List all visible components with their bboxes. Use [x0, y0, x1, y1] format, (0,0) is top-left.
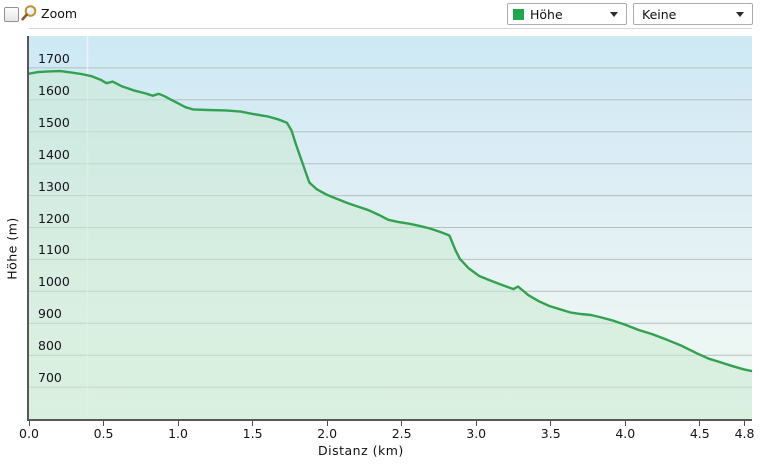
x-axis-tick — [744, 421, 746, 426]
x-axis-tick — [177, 421, 179, 426]
x-axis-tick — [475, 421, 477, 426]
y-axis-title: Höhe (m) — [4, 217, 20, 280]
y-axis-tick-label: 1300 — [38, 178, 70, 194]
y-axis-tick-label: 800 — [38, 338, 62, 354]
x-axis-tick-label: 4.0 — [615, 426, 636, 441]
x-axis-title: Distanz (km) — [318, 443, 404, 458]
y-axis-tick-label: 1000 — [38, 274, 70, 290]
zoom-checkbox[interactable] — [4, 7, 19, 22]
y-axis-tick-label: 1400 — [38, 146, 70, 162]
chevron-down-icon[interactable] — [610, 12, 618, 17]
x-axis-tick-label: 3.5 — [540, 426, 561, 441]
x-axis-tick — [103, 421, 105, 426]
x-axis-tick — [326, 421, 328, 426]
y-axis-tick-label: 900 — [38, 306, 62, 322]
x-axis-tick-label: 0.0 — [19, 426, 39, 441]
x-axis-tick — [624, 421, 626, 426]
x-axis-tick — [699, 421, 701, 426]
x-axis-tick-label: 0.5 — [93, 426, 114, 441]
elevation-profile-svg — [29, 36, 752, 419]
panel-top-border — [29, 28, 752, 29]
y-axis-tick-label: 1700 — [38, 50, 70, 66]
series-color-swatch — [513, 9, 524, 20]
x-axis-tick — [28, 421, 30, 426]
plot-area[interactable]: 700 800 900 1000 1100 1200 1300 1400 1500 1600 170… — [27, 36, 752, 421]
x-axis-tick-label: 1.0 — [168, 426, 188, 441]
x-axis-tick-label: 4.8 — [734, 426, 755, 441]
x-axis-tick-label: 3.0 — [466, 426, 487, 441]
x-axis-tick — [550, 421, 552, 426]
y-axis-tick-label: 700 — [38, 370, 62, 386]
series-dropdown-value: Höhe — [530, 7, 563, 22]
chevron-down-icon[interactable] — [736, 12, 744, 17]
zoom-checkbox-label[interactable]: Zoom — [41, 6, 78, 21]
y-axis-tick-label: 1100 — [38, 242, 70, 258]
overlay-dropdown[interactable]: Keine — [633, 3, 753, 25]
x-axis-tick-label: 1.5 — [242, 426, 263, 441]
y-axis-tick-label: 1600 — [38, 82, 70, 98]
y-axis-tick-label: 1200 — [38, 210, 70, 226]
magnifier-icon — [21, 5, 37, 21]
overlay-dropdown-value: Keine — [642, 7, 677, 22]
x-axis-tick-label: 2.0 — [317, 426, 338, 441]
x-axis-tick — [252, 421, 254, 426]
y-axis-tick-label: 1500 — [38, 114, 70, 130]
x-axis-tick-label: 4.5 — [689, 426, 710, 441]
toolbar: Zoom Höhe Keine — [0, 0, 760, 28]
x-axis-tick — [401, 421, 403, 426]
x-axis-tick-label: 2.5 — [391, 426, 412, 441]
series-dropdown[interactable]: Höhe — [507, 3, 627, 25]
